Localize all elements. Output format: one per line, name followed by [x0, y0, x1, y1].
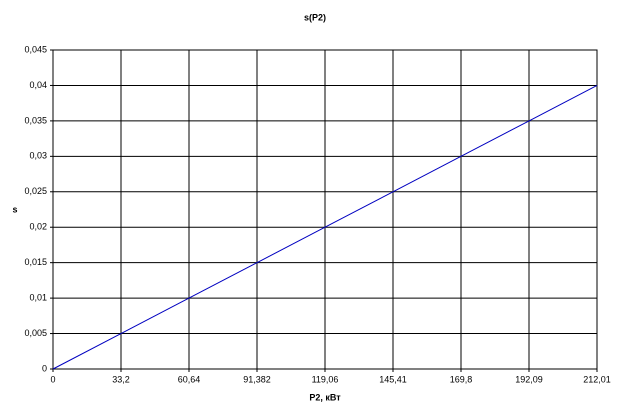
x-tick-label: 33,2: [112, 374, 130, 384]
x-tick-label: 145,41: [379, 374, 407, 384]
x-tick-label: 0: [50, 374, 55, 384]
y-tick-label: 0,025: [24, 186, 47, 196]
x-tick-label: 192,09: [515, 374, 543, 384]
y-tick-label: 0,04: [29, 80, 47, 90]
y-tick-label: 0,045: [24, 44, 47, 54]
y-tick-label: 0,01: [29, 292, 47, 302]
y-tick-label: 0,02: [29, 222, 47, 232]
x-tick-label: 119,06: [312, 374, 339, 384]
y-tick-label: 0,005: [24, 328, 47, 338]
y-tick-label: 0,03: [29, 151, 47, 161]
x-tick-label: 60,64: [178, 374, 201, 384]
y-axis-label: s: [12, 204, 17, 214]
plot-border: [52, 49, 598, 370]
x-tick-label: 169,8: [450, 374, 473, 384]
x-tick-label: 212,01: [583, 374, 611, 384]
y-tick-label: 0,035: [24, 115, 47, 125]
x-axis-label: P2, кВт: [309, 392, 341, 402]
data-line: [52, 85, 598, 370]
y-tick-label: 0: [42, 363, 47, 373]
chart-title: s(P2): [304, 12, 326, 22]
y-tick-label: 0,015: [24, 257, 47, 267]
x-tick-label: 91,382: [243, 374, 271, 384]
